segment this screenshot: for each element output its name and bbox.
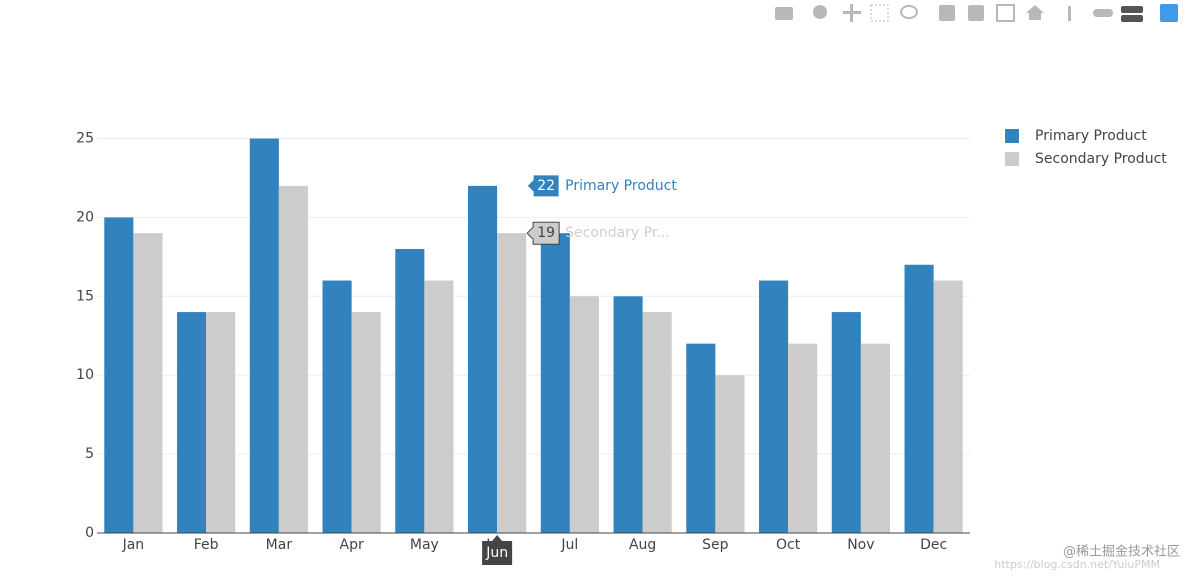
zoom-out-icon[interactable]: [968, 5, 984, 21]
bar: [686, 343, 716, 533]
y-tick-label: 25: [76, 131, 94, 147]
hover-closest-icon[interactable]: [1093, 9, 1113, 17]
bar: [104, 217, 134, 533]
bar: [206, 312, 236, 533]
bar: [395, 248, 425, 533]
x-tick-label: Jan: [122, 537, 145, 553]
x-tick-label: Oct: [776, 537, 801, 553]
hover-layer: 22 Primary Product 19 Secondary Pr... Jun: [482, 174, 677, 565]
watermark-url: https://blog.csdn.net/YuiuPMM: [994, 558, 1160, 571]
y-tick-label: 10: [76, 367, 94, 383]
lasso-icon[interactable]: [900, 5, 918, 19]
hover-x-box: [482, 535, 513, 565]
toolbar[interactable]: [775, 4, 1178, 22]
bar: [278, 185, 308, 533]
hover-value: 22: [537, 178, 555, 194]
x-tick-label: Jul: [560, 537, 578, 553]
bar: [715, 375, 745, 533]
bar: [540, 233, 570, 533]
plotly-logo[interactable]: [1160, 4, 1178, 22]
hover-compare-icon-part: [1121, 15, 1143, 22]
x-tick-label: Apr: [340, 537, 364, 553]
bar: [249, 138, 279, 533]
hover-x-label: Jun: [485, 545, 508, 561]
bar: [569, 296, 599, 533]
hover-value: 19: [537, 225, 555, 241]
x-tick-label: Feb: [194, 537, 219, 553]
hover-compare-icon[interactable]: [1121, 6, 1143, 13]
bar: [177, 312, 207, 533]
bar: [468, 185, 498, 533]
y-tick-label: 15: [76, 288, 94, 304]
bar: [904, 264, 934, 533]
legend-swatch: [1005, 152, 1019, 166]
legend-swatch: [1005, 129, 1019, 143]
spike-icon[interactable]: [1068, 6, 1071, 21]
y-tick-label: 20: [76, 209, 94, 225]
y-tick-label: 5: [85, 446, 94, 462]
y-tick-label: 0: [85, 525, 94, 541]
autoscale-icon[interactable]: [996, 4, 1015, 22]
reset-icon[interactable]: [1026, 5, 1044, 20]
hover-name: Primary Product: [565, 178, 677, 194]
bar: [424, 280, 454, 533]
x-tick-label: Sep: [702, 537, 729, 553]
legend-label: Primary Product: [1035, 128, 1147, 144]
zoom-icon[interactable]: [813, 5, 827, 19]
bar: [759, 280, 789, 533]
x-tick-label: Aug: [629, 537, 656, 553]
x-tick-label: Mar: [266, 537, 293, 553]
bar: [642, 312, 672, 533]
x-tick-label: Nov: [847, 537, 874, 553]
x-tick-label: May: [410, 537, 439, 553]
bar: [860, 343, 890, 533]
select-icon[interactable]: [870, 4, 889, 22]
bar: [497, 233, 527, 533]
bar: [831, 312, 861, 533]
zoom-in-icon[interactable]: [939, 5, 955, 21]
legend-label: Secondary Product: [1035, 151, 1167, 167]
camera-icon[interactable]: [775, 7, 793, 20]
x-tick-label: Dec: [920, 537, 947, 553]
bar: [322, 280, 352, 533]
hover-box: [526, 174, 560, 198]
hover-box: [526, 221, 560, 245]
bar: [133, 233, 163, 533]
bar: [788, 343, 818, 533]
plot-area: 0 5 10 15 20 25 Jan Feb Mar Apr May Jun Jul Aug Sep Oct…: [76, 128, 1167, 565]
pan-icon-part: [850, 4, 853, 22]
bar: [351, 312, 381, 533]
bar: [613, 296, 643, 533]
bar: [933, 280, 963, 533]
hover-name: Secondary Pr...: [565, 225, 670, 241]
watermark-brand: @稀土掘金技术社区: [1063, 544, 1180, 560]
